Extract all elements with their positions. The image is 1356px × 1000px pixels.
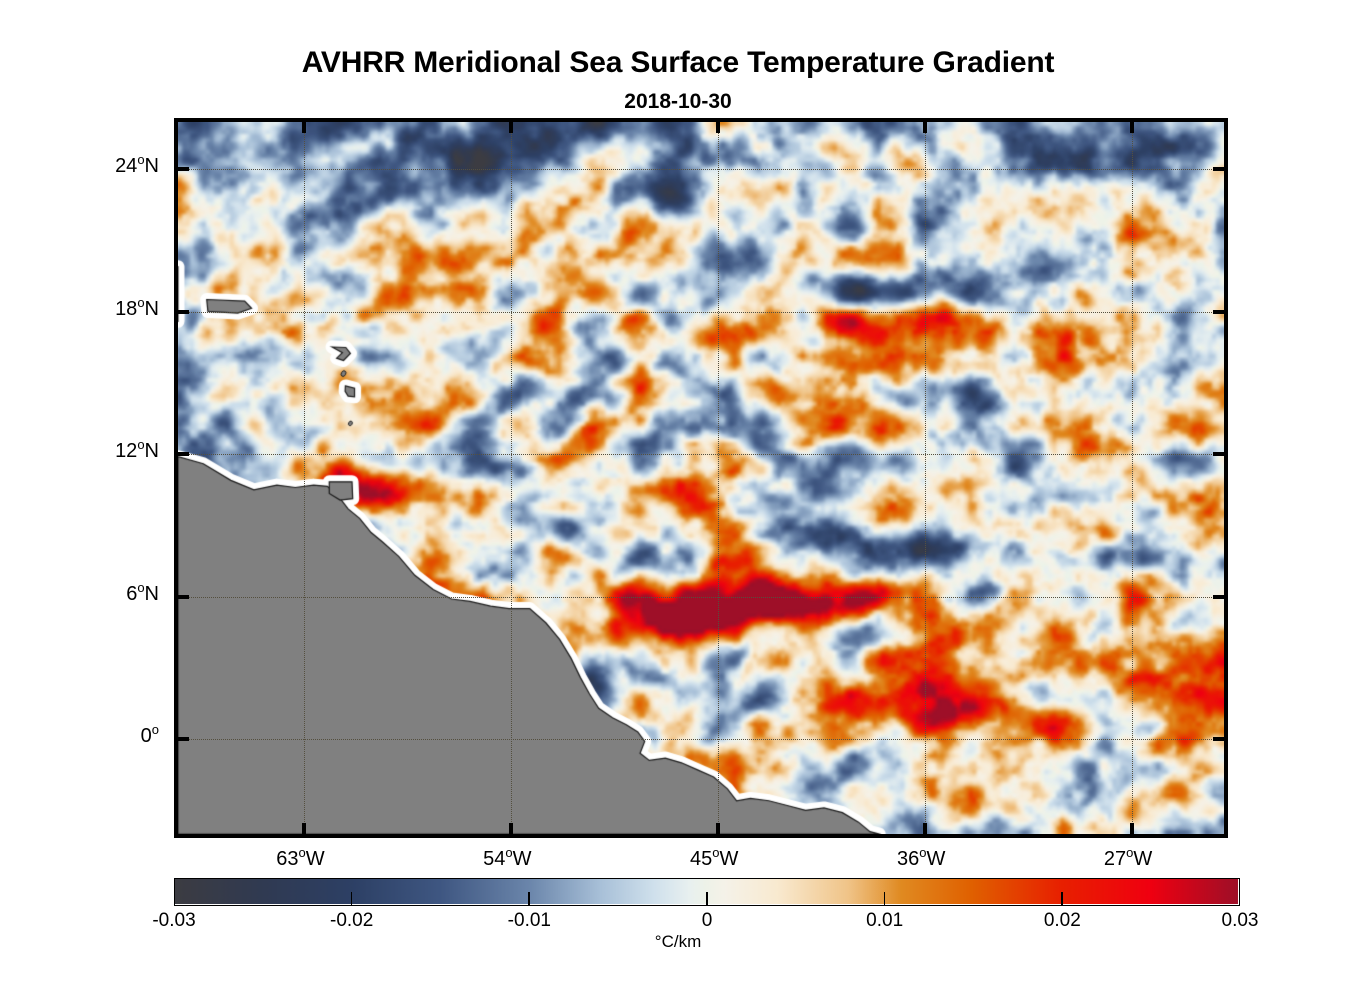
map-axes — [174, 118, 1228, 838]
y-axis-tick-label: 6oN — [126, 579, 159, 605]
x-axis-tick-label: 27oW — [1103, 845, 1153, 870]
figure-title: AVHRR Meridional Sea Surface Temperature… — [301, 46, 1055, 79]
colorbar-tick-label: 0 — [701, 910, 713, 931]
figure-subtitle: 2018-10-30 — [624, 90, 732, 113]
y-axis-tick-label: 18oN — [115, 294, 159, 320]
colorbar-tick-label: 0.03 — [1221, 910, 1259, 931]
x-axis-tick-label: 36oW — [896, 845, 946, 870]
y-axis-tick-label: 24oN — [115, 152, 159, 178]
x-axis-tick-label: 54oW — [483, 845, 532, 870]
colorbar-tick — [706, 892, 708, 906]
colorbar-tick-label: -0.03 — [152, 910, 196, 931]
sst-gradient-heatmap — [178, 122, 1224, 834]
colorbar-tick — [350, 892, 353, 906]
y-axis-tick-label: 0o — [140, 722, 159, 748]
colorbar-tick-label: -0.02 — [330, 910, 374, 931]
colorbar-tick — [883, 892, 886, 906]
colorbar-tick-label: -0.01 — [507, 910, 551, 931]
y-axis-tick-label: 12oN — [115, 437, 159, 463]
colorbar-tick — [1061, 892, 1064, 906]
x-axis-tick-label: 63oW — [276, 845, 325, 870]
colorbar-tick — [528, 892, 531, 906]
x-axis-tick-label: 45oW — [690, 845, 739, 870]
colorbar-unit-label: °C/km — [654, 932, 702, 951]
colorbar-tick-label: 0.02 — [1043, 910, 1081, 931]
colorbar-tick-label: 0.01 — [866, 910, 904, 931]
